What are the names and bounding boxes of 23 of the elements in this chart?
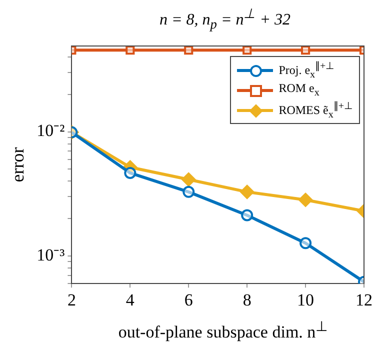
x-tick-label: 4 — [126, 290, 135, 310]
point — [301, 46, 310, 55]
legend-label: ROM e$_{x}$ — [278, 81, 320, 99]
point — [241, 209, 254, 222]
point — [242, 46, 252, 55]
point — [124, 166, 136, 179]
x-axis-title: out-of-plane subspace dim. n$^{⊥}$ — [117, 318, 329, 343]
x-tick-label: 6 — [184, 290, 193, 310]
point — [182, 172, 196, 186]
x-tick-label: 2 — [67, 290, 76, 310]
point — [240, 184, 254, 199]
y-tick-label: 10⁻² — [36, 121, 65, 140]
point — [182, 186, 195, 198]
y-tick-label: 10⁻³ — [36, 246, 65, 264]
x-tick-label: 8 — [242, 290, 252, 310]
x-tick-label: 12 — [356, 290, 372, 310]
point — [300, 237, 312, 250]
chart-title: n = 8, n$_{p}$ = n$^{⊥}$ + 32 — [158, 6, 292, 33]
point — [126, 46, 135, 55]
point — [298, 192, 313, 207]
x-tick-label: 10 — [297, 290, 314, 310]
y-axis-title: error — [8, 147, 28, 182]
point — [184, 46, 194, 55]
